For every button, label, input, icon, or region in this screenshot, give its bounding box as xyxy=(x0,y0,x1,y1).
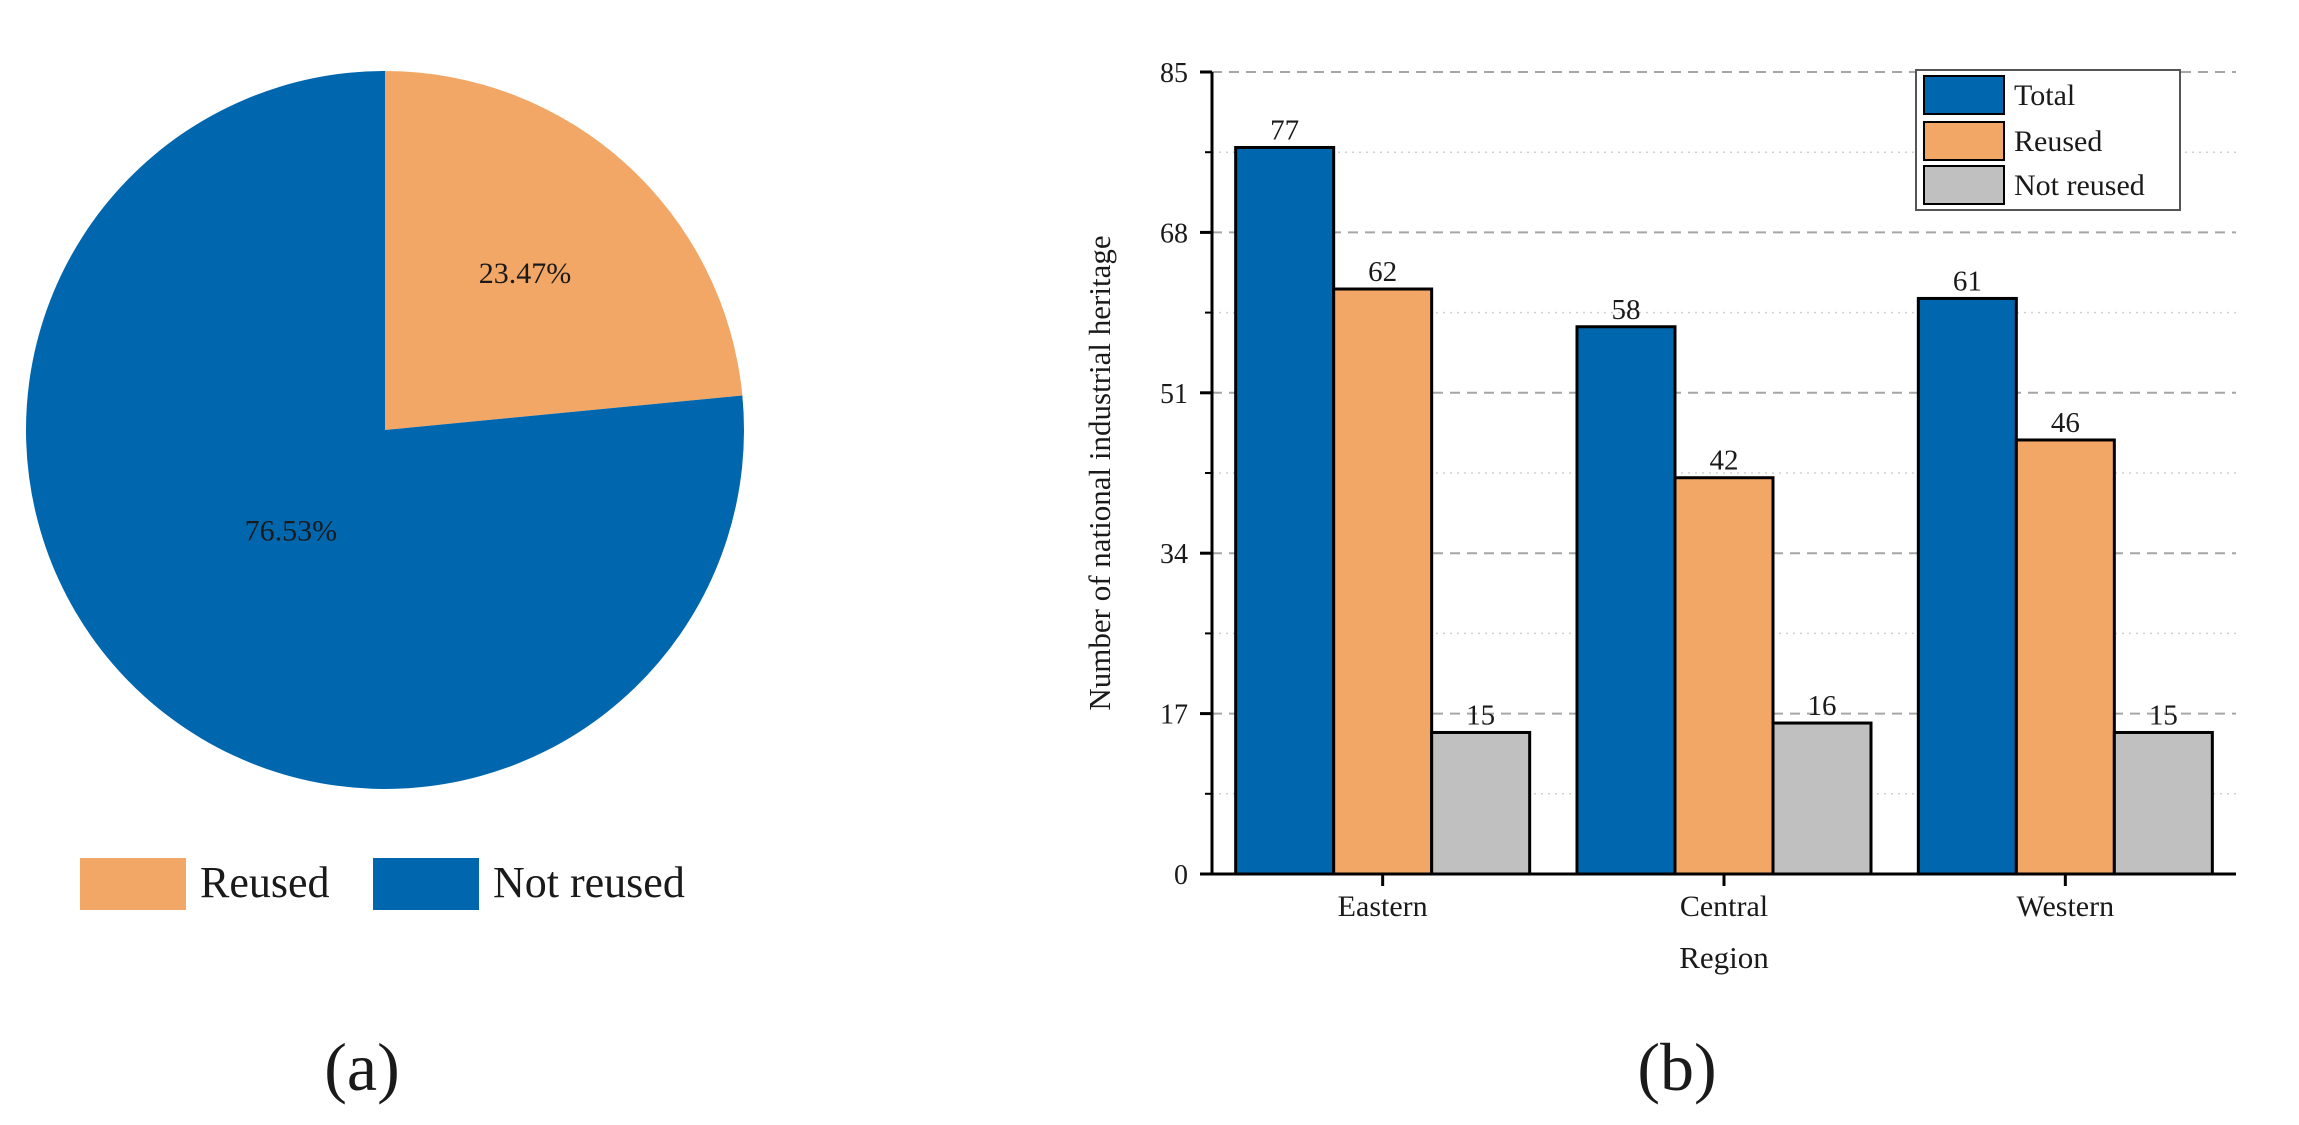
bar-legend: Total Reused Not reused xyxy=(1915,69,2181,211)
data-label-western-total: 61 xyxy=(1953,265,1982,297)
legend-label-not-reused: Not reused xyxy=(493,858,685,907)
data-label-western-not-reused: 15 xyxy=(2149,699,2178,731)
y-tick-label: 51 xyxy=(1160,379,1188,410)
bar-central-total xyxy=(1575,325,1677,876)
data-label-central-not-reused: 16 xyxy=(1808,690,1837,722)
pie-slice-not-reused xyxy=(25,71,744,789)
bar-eastern-not-reused xyxy=(1430,730,1532,876)
y-ticks: 0 17 34 51 68 85 xyxy=(1160,58,1212,891)
bar-chart-panel: 77 62 15 58 42 16 61 46 15 0 17 34 51 68 85 Eastern Ce… xyxy=(1082,58,2236,1105)
legend-swatch-total xyxy=(1923,75,2005,115)
y-tick-label: 85 xyxy=(1160,58,1188,89)
data-label-eastern-reused: 62 xyxy=(1368,256,1397,288)
bar-western-reused xyxy=(2014,438,2116,876)
bar-western-not-reused xyxy=(2112,730,2214,876)
legend-swatch-reused xyxy=(1923,121,2005,161)
pie-label-not-reused: 76.53% xyxy=(245,515,338,548)
x-axis-title: Region xyxy=(1679,940,1769,975)
bar-central-reused xyxy=(1673,476,1775,876)
x-ticks: Eastern Central Western xyxy=(1338,874,2114,923)
legend-label-not-reused: Not reused xyxy=(2014,169,2145,202)
y-tick-label: 68 xyxy=(1160,218,1188,249)
y-axis-title: Number of national industrial heritage xyxy=(1082,235,1117,710)
bar-eastern-reused xyxy=(1332,287,1434,876)
y-tick-label: 17 xyxy=(1160,700,1188,731)
x-tick-label: Western xyxy=(2017,890,2115,923)
data-label-central-reused: 42 xyxy=(1710,445,1739,477)
legend-swatch-not-reused xyxy=(1923,165,2005,205)
data-label-central-total: 58 xyxy=(1612,294,1641,326)
legend-label-reused: Reused xyxy=(200,858,330,907)
x-tick-label: Eastern xyxy=(1338,890,1428,923)
x-tick-label: Central xyxy=(1680,890,1768,923)
pie-slices xyxy=(25,71,744,789)
pie-label-reused: 23.47% xyxy=(479,257,572,290)
panel-label-b: (b) xyxy=(1637,1029,1716,1105)
data-label-eastern-total: 77 xyxy=(1270,114,1299,146)
bar-eastern-total xyxy=(1234,145,1336,876)
bar-central-not-reused xyxy=(1771,721,1873,876)
y-tick-label: 34 xyxy=(1160,539,1188,570)
data-label-western-reused: 46 xyxy=(2051,407,2080,439)
legend-swatch-not-reused xyxy=(373,858,479,910)
data-labels: 77 62 15 58 42 16 61 46 15 xyxy=(1270,114,2178,731)
panel-label-a: (a) xyxy=(324,1029,399,1105)
bars xyxy=(1234,145,2214,876)
legend-label-reused: Reused xyxy=(2014,125,2102,158)
pie-chart-panel: 23.47% 76.53% Reused Not reused (a) xyxy=(25,71,744,1105)
data-label-eastern-not-reused: 15 xyxy=(1466,699,1495,731)
pie-slice-reused xyxy=(385,71,743,430)
bar-western-total xyxy=(1916,296,2018,876)
y-tick-label: 0 xyxy=(1174,860,1188,891)
pie-legend: Reused Not reused xyxy=(80,858,685,910)
legend-swatch-reused xyxy=(80,858,186,910)
legend-label-total: Total xyxy=(2014,79,2075,112)
